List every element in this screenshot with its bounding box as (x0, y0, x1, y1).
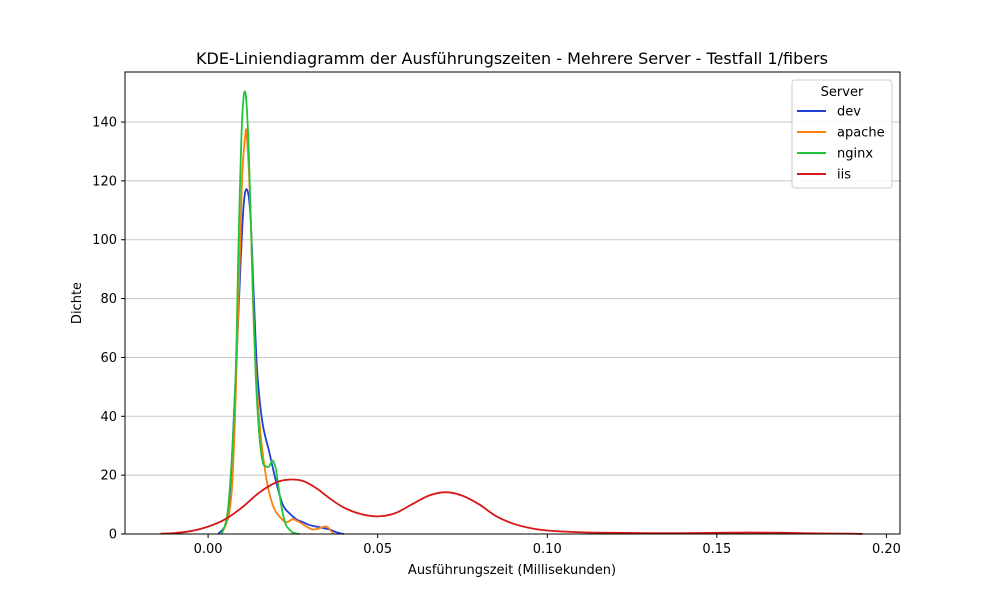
legend-items: dev apache nginx iis (797, 105, 885, 183)
y-tick-label: 40 (100, 410, 117, 425)
x-tick-label: 0.10 (533, 542, 562, 557)
legend-label-dev: dev (837, 105, 861, 120)
x-tick-label: 0.15 (702, 542, 731, 557)
legend-box (791, 79, 893, 189)
y-tick-label: 80 (100, 292, 117, 307)
legend-title: Server (821, 85, 864, 100)
y-tick-label: 100 (92, 233, 117, 248)
y-tick-label: 0 (109, 528, 117, 543)
series-line-apache (220, 128, 335, 535)
y-tick-label: 120 (92, 174, 117, 189)
y-axis: 0 20 40 60 80 100 120 140 (92, 116, 125, 543)
y-tick-label: 20 (100, 469, 117, 484)
y-tick-label: 60 (100, 351, 117, 366)
x-tick-label: 0.00 (194, 542, 223, 557)
y-tick-label: 140 (92, 116, 117, 131)
chart-title: KDE-Liniendiagramm der Ausführungszeiten… (196, 49, 828, 68)
plot-frame (124, 71, 901, 535)
y-axis-label: Dichte (70, 282, 85, 324)
x-tick-label: 0.20 (872, 542, 901, 557)
series-layer (160, 90, 863, 535)
legend-label-nginx: nginx (837, 147, 873, 162)
legend: Server dev apache nginx iis (791, 79, 893, 189)
x-tick-label: 0.05 (363, 542, 392, 557)
x-axis-label: Ausführungszeit (Millisekunden) (408, 563, 616, 578)
x-axis: 0.00 0.05 0.10 0.15 0.20 (194, 534, 901, 557)
series-line-nginx (220, 90, 300, 535)
legend-label-iis: iis (837, 168, 851, 183)
legend-label-apache: apache (837, 126, 885, 141)
series-line-iis (160, 478, 863, 535)
